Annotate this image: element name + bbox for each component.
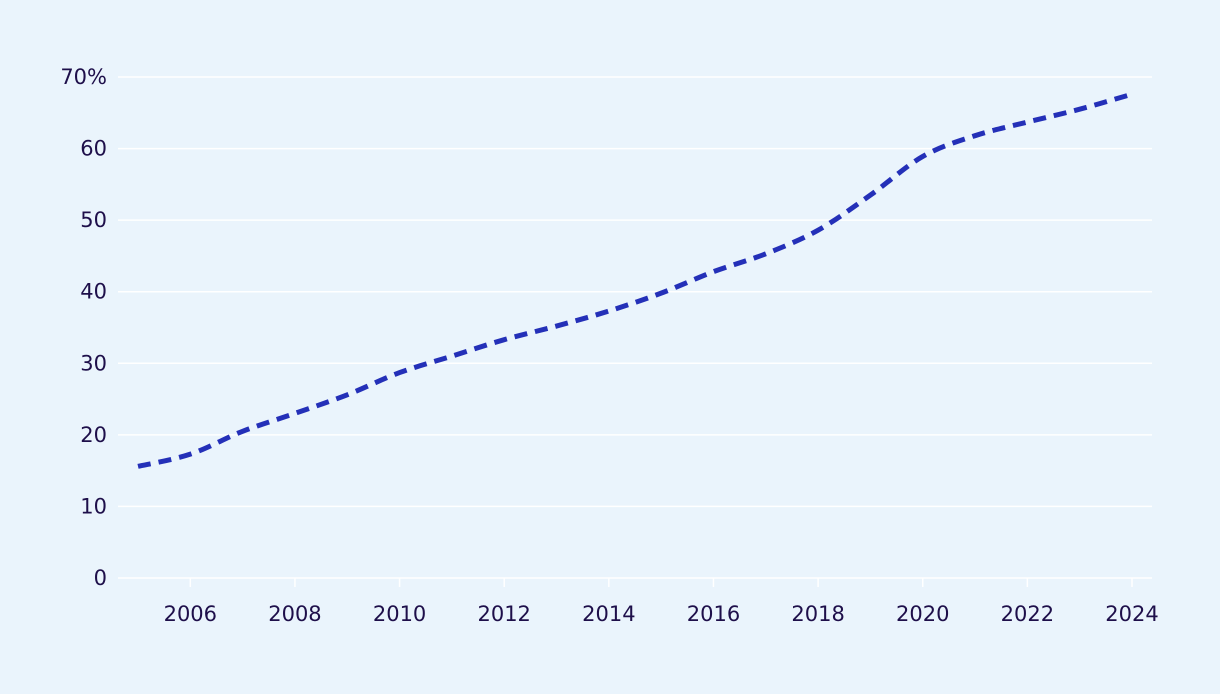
x-tick-label: 2022 — [1001, 602, 1054, 626]
x-tick-label: 2006 — [164, 602, 217, 626]
gridlines — [118, 76, 1152, 508]
y-tick-label: 30 — [80, 351, 107, 375]
series-layer — [137, 91, 1133, 469]
series-line — [137, 91, 1133, 469]
y-tick-label: 20 — [80, 423, 107, 447]
x-tick-label: 2016 — [687, 602, 740, 626]
x-axis-tick-labels: 2006 2008 2010 2012 2014 2016 2018 2020 2022 2024 — [164, 602, 1159, 626]
y-tick-label: 40 — [80, 280, 107, 304]
y-tick-label: 70% — [60, 65, 107, 89]
x-axis — [118, 577, 1152, 587]
y-tick-label: 0 — [94, 566, 107, 590]
y-tick-label: 10 — [80, 494, 107, 518]
y-tick-label: 60 — [80, 137, 107, 161]
x-tick-label: 2020 — [896, 602, 949, 626]
x-tick-label: 2010 — [373, 602, 426, 626]
x-tick-label: 2008 — [268, 602, 321, 626]
x-tick-label: 2012 — [477, 602, 530, 626]
x-tick-label: 2024 — [1105, 602, 1158, 626]
x-tick-label: 2014 — [582, 602, 635, 626]
y-axis-tick-labels: 0 10 20 30 40 50 60 70% — [60, 65, 107, 590]
x-tick-label: 2018 — [791, 602, 844, 626]
y-tick-label: 50 — [80, 208, 107, 232]
